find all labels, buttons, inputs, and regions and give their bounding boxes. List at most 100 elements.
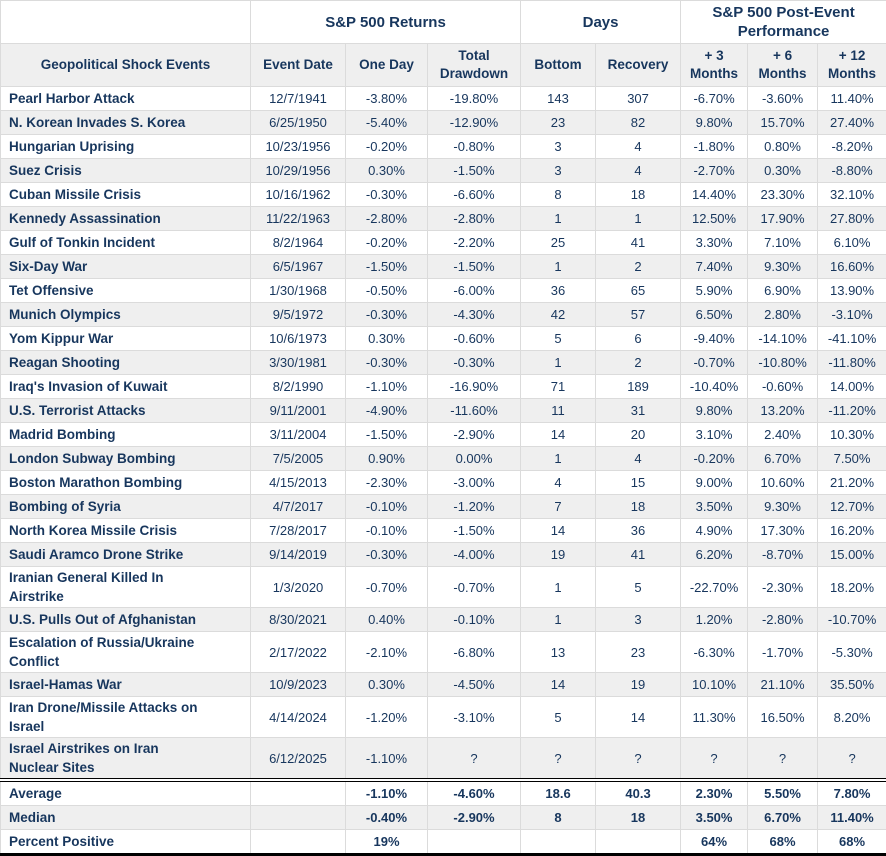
event-name-cell: Munich Olympics xyxy=(1,303,251,327)
plus-12-months-cell: ? xyxy=(818,738,886,781)
one-day-cell: -0.30% xyxy=(346,303,428,327)
bottom-days-cell: 13 xyxy=(521,632,596,673)
bottom-days-cell: 25 xyxy=(521,231,596,255)
plus-12-months-cell: 11.40% xyxy=(818,87,886,111)
event-date-cell: 6/12/2025 xyxy=(251,738,346,781)
recovery-days-cell: 40.3 xyxy=(596,780,681,806)
event-name-cell: Saudi Aramco Drone Strike xyxy=(1,543,251,567)
one-day-cell: -1.20% xyxy=(346,697,428,738)
recovery-days-cell xyxy=(596,830,681,855)
one-day-cell: 0.30% xyxy=(346,159,428,183)
event-name-cell: Iran Drone/Missile Attacks on Israel xyxy=(1,697,251,738)
plus-12-months-cell: 8.20% xyxy=(818,697,886,738)
recovery-days-cell: 36 xyxy=(596,519,681,543)
event-name-cell: Escalation of Russia/Ukraine Conflict xyxy=(1,632,251,673)
bottom-days-cell: 8 xyxy=(521,806,596,830)
group-header-sp500-returns: S&P 500 Returns xyxy=(251,1,521,44)
plus-3-months-cell: 6.50% xyxy=(681,303,748,327)
plus-12-months-cell: -11.80% xyxy=(818,351,886,375)
one-day-cell: -0.20% xyxy=(346,231,428,255)
recovery-days-cell: 23 xyxy=(596,632,681,673)
event-name-cell: Cuban Missile Crisis xyxy=(1,183,251,207)
plus-3-months-cell: 2.30% xyxy=(681,780,748,806)
event-name-cell: Pearl Harbor Attack xyxy=(1,87,251,111)
bottom-days-cell: 18.6 xyxy=(521,780,596,806)
bottom-days-cell xyxy=(521,830,596,855)
event-date-cell: 9/14/2019 xyxy=(251,543,346,567)
plus-12-months-cell: 32.10% xyxy=(818,183,886,207)
plus-6-months-cell: 16.50% xyxy=(748,697,818,738)
plus-6-months-cell: -14.10% xyxy=(748,327,818,351)
plus-12-months-cell: -41.10% xyxy=(818,327,886,351)
recovery-days-cell: 18 xyxy=(596,495,681,519)
event-date-cell: 6/25/1950 xyxy=(251,111,346,135)
one-day-cell: -5.40% xyxy=(346,111,428,135)
bottom-days-cell: 19 xyxy=(521,543,596,567)
plus-3-months-cell: 10.10% xyxy=(681,673,748,697)
recovery-days-cell: 18 xyxy=(596,183,681,207)
event-date-cell: 10/29/1956 xyxy=(251,159,346,183)
column-header-plus-6-months: + 6 Months xyxy=(748,44,818,87)
plus-3-months-cell: 9.00% xyxy=(681,471,748,495)
recovery-days-cell: 41 xyxy=(596,543,681,567)
total-drawdown-cell: -0.10% xyxy=(428,608,521,632)
bottom-days-cell: 1 xyxy=(521,567,596,608)
event-date-cell: 11/22/1963 xyxy=(251,207,346,231)
total-drawdown-cell: -19.80% xyxy=(428,87,521,111)
plus-3-months-cell: -22.70% xyxy=(681,567,748,608)
recovery-days-cell: 5 xyxy=(596,567,681,608)
bottom-days-cell: 14 xyxy=(521,673,596,697)
recovery-days-cell: 82 xyxy=(596,111,681,135)
one-day-cell: 0.90% xyxy=(346,447,428,471)
one-day-cell: -0.10% xyxy=(346,519,428,543)
recovery-days-cell: 2 xyxy=(596,351,681,375)
plus-6-months-cell: 9.30% xyxy=(748,495,818,519)
event-name-cell: Percent Positive xyxy=(1,830,251,855)
plus-12-months-cell: 16.60% xyxy=(818,255,886,279)
bottom-days-cell: 4 xyxy=(521,471,596,495)
event-date-cell: 8/30/2021 xyxy=(251,608,346,632)
event-name-cell: Suez Crisis xyxy=(1,159,251,183)
plus-6-months-cell: 2.40% xyxy=(748,423,818,447)
plus-3-months-cell: 3.30% xyxy=(681,231,748,255)
total-drawdown-cell: -1.50% xyxy=(428,159,521,183)
column-header-row: Geopolitical Shock Events Event Date One… xyxy=(1,44,886,87)
group-header-row: S&P 500 Returns Days S&P 500 Post-Event … xyxy=(1,1,886,44)
event-date-cell xyxy=(251,830,346,855)
one-day-cell: -2.10% xyxy=(346,632,428,673)
plus-12-months-cell: 68% xyxy=(818,830,886,855)
one-day-cell: -0.20% xyxy=(346,135,428,159)
plus-3-months-cell: 3.10% xyxy=(681,423,748,447)
plus-3-months-cell: 4.90% xyxy=(681,519,748,543)
plus-3-months-cell: -6.30% xyxy=(681,632,748,673)
column-header-bottom: Bottom xyxy=(521,44,596,87)
bottom-days-cell: 23 xyxy=(521,111,596,135)
total-drawdown-cell: -4.50% xyxy=(428,673,521,697)
plus-6-months-cell: ? xyxy=(748,738,818,781)
plus-3-months-cell: 12.50% xyxy=(681,207,748,231)
recovery-days-cell: 65 xyxy=(596,279,681,303)
recovery-days-cell: 4 xyxy=(596,447,681,471)
plus-6-months-cell: -2.80% xyxy=(748,608,818,632)
total-drawdown-cell: 0.00% xyxy=(428,447,521,471)
one-day-cell: 0.40% xyxy=(346,608,428,632)
plus-3-months-cell: -0.20% xyxy=(681,447,748,471)
event-date-cell: 3/30/1981 xyxy=(251,351,346,375)
plus-3-months-cell: 5.90% xyxy=(681,279,748,303)
plus-3-months-cell: 7.40% xyxy=(681,255,748,279)
plus-6-months-cell: 6.90% xyxy=(748,279,818,303)
event-name-cell: Reagan Shooting xyxy=(1,351,251,375)
plus-6-months-cell: 15.70% xyxy=(748,111,818,135)
plus-12-months-cell: 27.80% xyxy=(818,207,886,231)
plus-12-months-cell: 21.20% xyxy=(818,471,886,495)
plus-12-months-cell: -8.80% xyxy=(818,159,886,183)
